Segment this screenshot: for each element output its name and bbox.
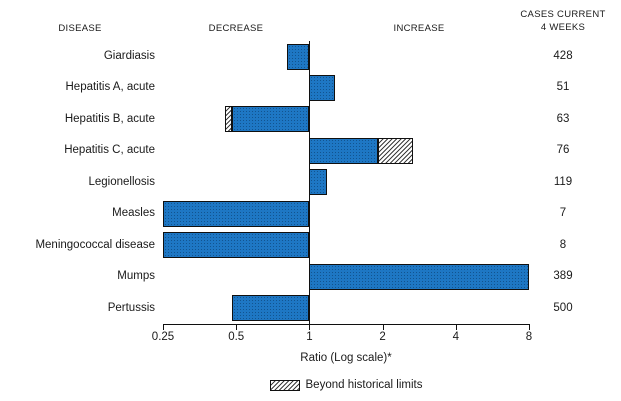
- x-tick-label: 0.25: [151, 331, 175, 343]
- case-count: 119: [553, 175, 573, 188]
- bar-segment-solid: [163, 200, 310, 227]
- x-tick: [455, 325, 457, 330]
- x-tick-labels: 0.25 0.5 1 2 4 8: [152, 331, 532, 345]
- plot-area: [163, 41, 529, 324]
- x-tick: [529, 325, 530, 330]
- bar-row: [163, 198, 529, 229]
- cases-header-line1: CASES CURRENT: [520, 9, 606, 20]
- legend: Beyond historical limits: [163, 379, 529, 391]
- bar-segment-solid: [231, 106, 310, 133]
- bar-segment-solid: [163, 232, 310, 259]
- x-tick: [309, 325, 311, 330]
- disease-label: Hepatitis C, acute: [64, 144, 155, 157]
- disease-label: Measles: [112, 207, 155, 220]
- bar-segment-solid: [287, 43, 310, 70]
- case-count: 7: [559, 207, 567, 220]
- bar-row: [163, 293, 529, 324]
- bar-row: [163, 230, 529, 261]
- hatch-pattern-swatch: [269, 379, 300, 391]
- bar-segment-hatch: [378, 137, 414, 164]
- cases-header-line2: 4 WEEKS: [540, 22, 586, 33]
- disease-label: Legionellosis: [88, 175, 156, 188]
- bar-segment-solid: [309, 74, 336, 101]
- disease-label: Giardiasis: [103, 50, 155, 62]
- disease-label: Hepatitis A, acute: [65, 81, 156, 94]
- legend-label: Beyond historical limits: [305, 379, 423, 391]
- case-count: 8: [559, 238, 567, 251]
- disease-label: Hepatitis B, acute: [64, 112, 155, 125]
- x-tick-label: 4: [452, 331, 459, 343]
- bar-row: [163, 167, 529, 198]
- x-tick: [163, 325, 164, 330]
- x-tick: [236, 325, 238, 330]
- x-tick: [382, 325, 384, 330]
- disease-label: Mumps: [117, 270, 155, 283]
- x-tick-label: 8: [525, 331, 533, 343]
- case-count: 76: [556, 144, 570, 157]
- bar-row: [163, 135, 529, 166]
- bar-row: [163, 41, 529, 72]
- case-values: 428 51 63 76 119 7 8 389 500: [535, 41, 591, 324]
- x-tick-label: 2: [379, 331, 386, 343]
- x-axis: [163, 324, 530, 331]
- case-count: 500: [553, 301, 573, 314]
- case-count: 428: [553, 50, 573, 62]
- bar-row: [163, 104, 529, 135]
- bar-row: [163, 261, 529, 292]
- bar-rows: [163, 41, 529, 324]
- bar-segment-hatch: [225, 106, 232, 133]
- bar-row: [163, 72, 529, 103]
- case-count: 51: [556, 81, 570, 94]
- disease-label: Pertussis: [107, 301, 155, 314]
- case-count: 389: [553, 270, 573, 283]
- decrease-header: DECREASE: [208, 23, 264, 34]
- case-count: 63: [556, 112, 570, 125]
- bar-segment-solid: [231, 295, 310, 321]
- disease-labels: Giardiasis Hepatitis A, acute Hepatitis B,…: [0, 41, 155, 324]
- bar-segment-solid: [309, 169, 327, 196]
- x-tick-label: 0.5: [228, 331, 245, 343]
- bar-segment-solid: [309, 137, 379, 164]
- x-tick-label: 1: [306, 331, 313, 343]
- x-axis-label: Ratio (Log scale)*: [300, 352, 392, 364]
- bar-segment-solid: [309, 263, 529, 290]
- cases-column-header: CASES CURRENT 4 WEEKS: [507, 8, 619, 34]
- disease-label: Meningococcal disease: [35, 238, 155, 251]
- increase-header: INCREASE: [393, 23, 445, 34]
- disease-column-header: DISEASE: [58, 23, 102, 34]
